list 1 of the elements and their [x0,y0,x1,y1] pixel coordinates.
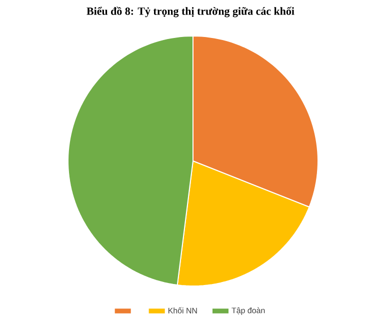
chart-title: Biểu đồ 8: Tỷ trọng thị trường giữa các khối [86,6,294,18]
